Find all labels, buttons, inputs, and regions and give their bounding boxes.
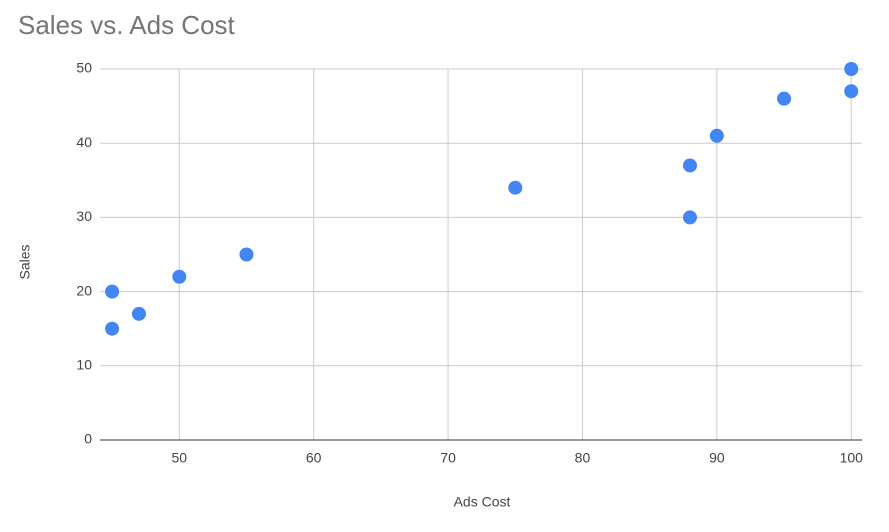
x-tick-label: 70 — [440, 450, 456, 466]
chart-title: Sales vs. Ads Cost — [18, 10, 236, 40]
y-tick-label: 10 — [76, 357, 92, 373]
y-tick-label: 20 — [76, 282, 92, 298]
point — [682, 210, 697, 225]
x-tick-label: 60 — [306, 450, 322, 466]
y-tick-label: 0 — [84, 431, 92, 447]
point — [777, 91, 792, 106]
y-tick-label: 40 — [76, 134, 92, 150]
x-tick-label: 50 — [172, 450, 188, 466]
point — [105, 321, 120, 336]
point — [105, 284, 120, 299]
y-axis-label: Sales — [17, 244, 33, 279]
point — [682, 158, 697, 173]
y-tick-label: 30 — [76, 208, 92, 224]
y-tick-label: 50 — [76, 60, 92, 76]
x-tick-label: 100 — [840, 450, 864, 466]
point — [844, 84, 859, 99]
point — [709, 128, 724, 143]
x-tick-label: 90 — [709, 450, 725, 466]
x-tick-label: 80 — [575, 450, 591, 466]
point — [131, 306, 146, 321]
point — [239, 247, 254, 262]
point — [172, 269, 187, 284]
x-axis-label: Ads Cost — [454, 494, 511, 510]
point — [508, 180, 523, 195]
point — [844, 62, 859, 76]
